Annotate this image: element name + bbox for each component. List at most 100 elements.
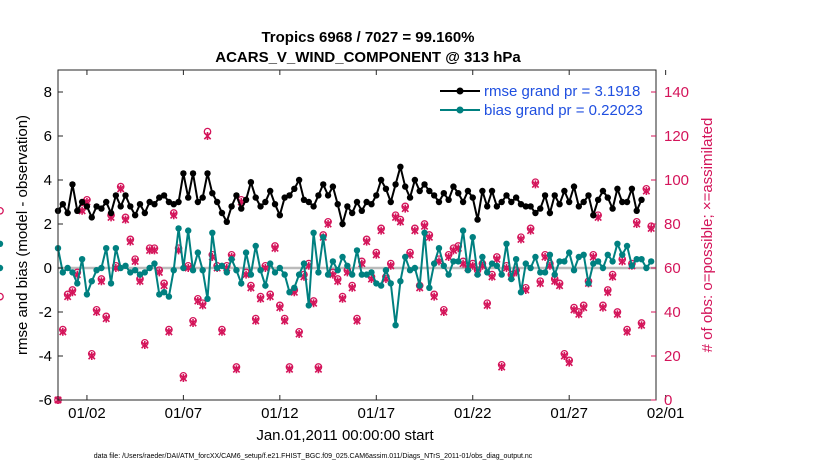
rmse-point bbox=[484, 203, 491, 210]
bias-point bbox=[64, 264, 71, 272]
obs-assimilated-point bbox=[517, 235, 525, 244]
bias-point bbox=[353, 247, 361, 254]
rmse-point bbox=[517, 201, 525, 208]
rmse-point bbox=[638, 196, 645, 203]
rmse-point bbox=[69, 181, 76, 188]
rmse-point bbox=[488, 187, 496, 195]
bias-point bbox=[503, 240, 510, 247]
rmse-point bbox=[83, 203, 91, 210]
rmse-point bbox=[402, 183, 409, 190]
bias-point bbox=[532, 253, 539, 261]
obs-assimilated-point bbox=[618, 257, 627, 266]
bias-point bbox=[445, 271, 452, 278]
bias-point bbox=[334, 267, 341, 274]
obs-assimilated-point bbox=[579, 303, 588, 312]
rmse-point bbox=[382, 185, 390, 192]
rmse-point bbox=[329, 183, 337, 190]
obs-assimilated-point bbox=[276, 303, 284, 312]
bias-point bbox=[136, 271, 144, 278]
obs-assimilated-point bbox=[444, 253, 453, 261]
obs-assimilated-point bbox=[348, 283, 356, 292]
bias-point bbox=[459, 227, 467, 234]
rmse-point bbox=[194, 198, 202, 206]
obs-assimilated-point bbox=[488, 272, 496, 281]
rmse-point bbox=[406, 194, 414, 201]
obs-assimilated-point bbox=[468, 261, 477, 270]
obs-assimilated-point bbox=[247, 283, 255, 292]
bias-point bbox=[165, 293, 173, 300]
rmse-point bbox=[291, 185, 298, 192]
rmse-point bbox=[469, 194, 476, 201]
bias-point bbox=[315, 269, 322, 276]
rmse-point bbox=[508, 198, 515, 206]
bias-point bbox=[252, 242, 259, 250]
rmse-point bbox=[546, 209, 554, 217]
rmse-point bbox=[594, 196, 602, 203]
rmse-point bbox=[479, 187, 486, 195]
rmse-point bbox=[209, 190, 216, 197]
bias-point bbox=[344, 262, 351, 269]
rmse-point bbox=[305, 198, 312, 206]
obs-assimilated-point bbox=[102, 314, 110, 323]
rmse-point bbox=[522, 203, 529, 210]
bias-point bbox=[392, 322, 399, 329]
obs-assimilated-point bbox=[97, 277, 106, 286]
bias-point bbox=[590, 260, 597, 267]
bias-point bbox=[455, 258, 462, 265]
rmse-point bbox=[141, 209, 149, 217]
bias-point bbox=[107, 280, 115, 287]
rmse-point bbox=[512, 194, 520, 201]
obs-assimilated-point bbox=[386, 261, 395, 270]
obs-assimilated-point bbox=[126, 237, 135, 246]
bias-point bbox=[522, 260, 529, 267]
obs-assimilated-point bbox=[637, 321, 646, 330]
rmse-point bbox=[527, 203, 534, 210]
obs-assimilated-point bbox=[150, 246, 159, 255]
chart-subtitle: ACARS_V_WIND_COMPONENT @ 313 hPa bbox=[215, 49, 521, 66]
plot-area bbox=[58, 70, 656, 400]
rmse-point bbox=[189, 170, 197, 177]
rmse-point bbox=[78, 198, 86, 206]
obs-assimilated-point bbox=[232, 365, 241, 374]
bias-line bbox=[57, 228, 653, 326]
rmse-point bbox=[421, 181, 428, 188]
bias-point bbox=[633, 256, 640, 263]
obs-assimilated-point bbox=[440, 308, 448, 316]
rmse-point bbox=[464, 187, 472, 195]
bias-point bbox=[117, 264, 124, 272]
obs-assimilated-point bbox=[314, 365, 323, 374]
bias-point bbox=[426, 284, 433, 291]
bias-series bbox=[0, 225, 655, 329]
bias-point bbox=[368, 269, 375, 276]
obs-assimilated-point bbox=[160, 281, 168, 290]
obs-assimilated-point bbox=[169, 211, 178, 220]
rmse-point bbox=[493, 203, 501, 210]
bias-point bbox=[228, 256, 235, 263]
rmse-point bbox=[156, 194, 163, 201]
rmse-point bbox=[590, 212, 597, 219]
rmse-point bbox=[474, 216, 481, 223]
bias-point bbox=[291, 284, 298, 291]
rmse-point bbox=[570, 183, 578, 190]
rmse-point bbox=[175, 198, 182, 206]
rmse-point bbox=[387, 198, 394, 206]
bias-point bbox=[180, 264, 187, 272]
obs-assimilated-point bbox=[565, 358, 573, 367]
obs-assimilated-point bbox=[420, 222, 429, 231]
rmse-point bbox=[614, 185, 621, 192]
rmse-point bbox=[353, 198, 361, 206]
bias-point bbox=[638, 256, 645, 263]
bias-point bbox=[619, 251, 626, 258]
obs-assimilated-point bbox=[411, 226, 419, 235]
rmse-point bbox=[498, 198, 505, 206]
bias-point bbox=[565, 249, 573, 256]
bias-point bbox=[435, 245, 443, 252]
rmse-point bbox=[276, 212, 284, 219]
rmse-point bbox=[537, 205, 544, 212]
rmse-point bbox=[315, 192, 322, 199]
obs-assimilated-point bbox=[251, 316, 260, 325]
rmse-point bbox=[532, 209, 539, 217]
bias-point bbox=[493, 262, 501, 269]
rmse-point bbox=[93, 203, 100, 210]
bias-point bbox=[170, 267, 177, 274]
